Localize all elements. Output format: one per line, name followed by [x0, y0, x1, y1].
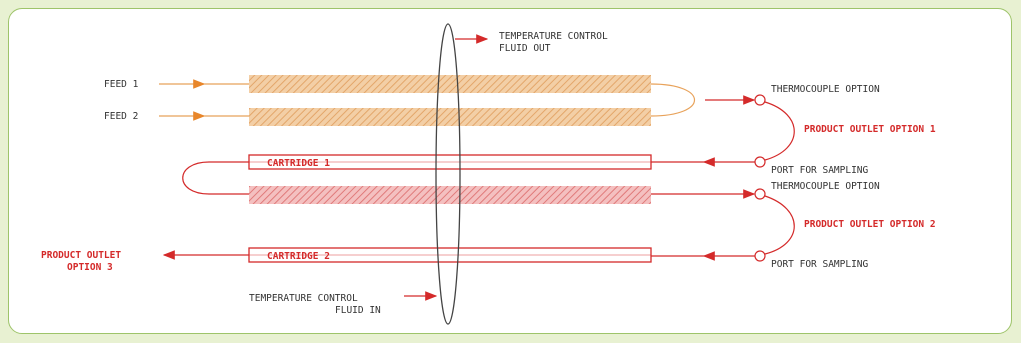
- sampling-port-1: [754, 156, 766, 168]
- cartridge-1-label: CARTRIDGE 1: [267, 158, 330, 169]
- thermocouple-1-label: THERMOCOUPLE OPTION: [771, 84, 880, 95]
- feed-1-label: FEED 1: [104, 79, 139, 90]
- temp-out-label-2: FLUID OUT: [499, 43, 551, 54]
- temperature-jacket: [435, 23, 461, 325]
- flow-diagram: TEMPERATURE CONTROL FLUID OUT FEED 1 FEE…: [41, 23, 936, 325]
- sampling-port-2: [754, 250, 766, 262]
- diagram-panel: TEMPERATURE CONTROL FLUID OUT FEED 1 FEE…: [8, 8, 1012, 334]
- feed-2-tube: [249, 108, 651, 126]
- outlet-2-curve: [764, 195, 795, 255]
- product-outlet-3-label-1: PRODUCT OUTLET: [41, 250, 121, 261]
- cartridge-2-label: CARTRIDGE 2: [267, 251, 330, 262]
- port-sampling-2-label: PORT FOR SAMPLING: [771, 259, 869, 270]
- left-return-loop: [182, 161, 249, 195]
- feed-1-tube: [249, 75, 651, 93]
- temp-in-label-1: TEMPERATURE CONTROL: [249, 293, 358, 304]
- product-outlet-3-label-2: OPTION 3: [67, 262, 113, 273]
- product-outlet-1-label: PRODUCT OUTLET OPTION 1: [804, 124, 936, 135]
- thermocouple-2-port: [754, 188, 766, 200]
- port-sampling-1-label: PORT FOR SAMPLING: [771, 165, 869, 176]
- thermocouple-1-port: [754, 94, 766, 106]
- temp-in-label-2: FLUID IN: [335, 305, 381, 316]
- temp-out-label-1: TEMPERATURE CONTROL: [499, 31, 608, 42]
- feed-merge-loop: [650, 83, 695, 117]
- outlet-1-curve: [764, 101, 795, 161]
- thermocouple-2-label: THERMOCOUPLE OPTION: [771, 181, 880, 192]
- feed-2-label: FEED 2: [104, 111, 138, 122]
- reactor-tube: [249, 186, 651, 204]
- product-outlet-2-label: PRODUCT OUTLET OPTION 2: [804, 219, 936, 230]
